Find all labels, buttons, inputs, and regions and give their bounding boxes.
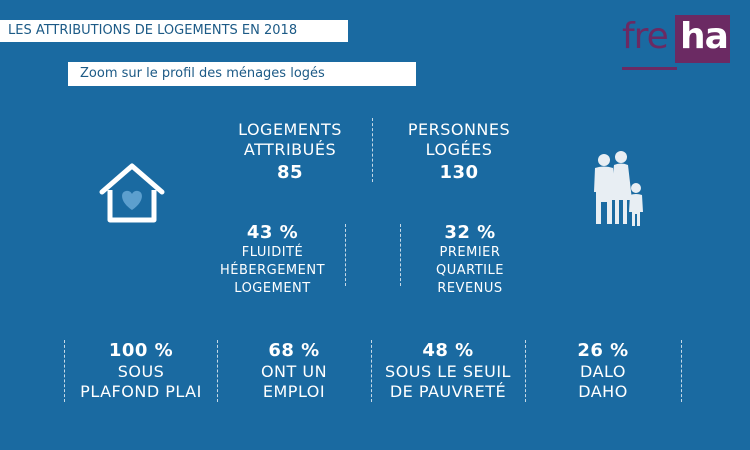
house-heart-icon [99, 163, 165, 223]
stat-label-line: HÉBERGEMENT [219, 263, 326, 278]
divider [371, 340, 372, 402]
stat-label-line: QUARTILE [436, 263, 504, 278]
page-subtitle: Zoom sur le profil des ménages logés [68, 62, 416, 86]
stat-dalo-daho: 26 % DALO DAHO [527, 340, 679, 402]
stat-value: 43 % [246, 222, 299, 243]
stat-personnes-logees: PERSONNES LOGÉES 130 [389, 120, 529, 184]
divider [681, 340, 682, 402]
stat-label-line: ATTRIBUÉS [243, 140, 337, 159]
divider [217, 340, 218, 402]
stat-label-line: SOUS [117, 362, 165, 381]
page-title: LES ATTRIBUTIONS DE LOGEMENTS EN 2018 [0, 20, 348, 42]
stat-label-line: SOUS LE SEUIL [385, 362, 511, 381]
stat-label-line: DAHO [578, 382, 628, 401]
stat-label-line: REVENUS [437, 281, 503, 296]
heart-icon [122, 190, 142, 210]
stat-premier-quartile: 32 % PREMIER QUARTILE REVENUS [400, 222, 540, 298]
stat-label-line: PERSONNES [407, 120, 511, 139]
stat-label-line: FLUIDITÉ [241, 245, 304, 260]
logo-box [675, 15, 730, 63]
stat-value: 32 % [444, 222, 496, 243]
divider [525, 340, 526, 402]
stat-value: 130 [439, 162, 479, 183]
family-icon [594, 151, 643, 226]
divider [64, 340, 65, 402]
stat-label-line: PLAFOND PLAI [80, 382, 202, 401]
logo-text-fre: fre [622, 16, 669, 57]
stat-plafond-plai: 100 % SOUS PLAFOND PLAI [66, 340, 216, 402]
stat-logements-attribues: LOGEMENTS ATTRIBUÉS 85 [220, 120, 360, 184]
stat-label-line: ONT UN [260, 362, 328, 381]
logo-text-ha: ha [680, 16, 729, 57]
divider [400, 224, 401, 286]
divider [372, 118, 373, 182]
freha-logo: fre ha [622, 15, 730, 70]
stat-label-line: LOGEMENTS [238, 120, 342, 139]
stat-value: 48 % [422, 340, 474, 361]
stat-label-line: DALO [580, 362, 626, 381]
stat-value: 85 [276, 162, 304, 183]
stat-label-line: LOGÉES [425, 140, 493, 159]
logo-tagline-bar [622, 67, 677, 70]
divider [345, 224, 346, 286]
stat-label-line: PREMIER [439, 245, 501, 260]
stat-value: 100 % [108, 340, 174, 361]
stat-value: 26 % [577, 340, 629, 361]
stat-label-line: DE PAUVRETÉ [389, 382, 507, 401]
stat-seuil-pauvrete: 48 % SOUS LE SEUIL DE PAUVRETÉ [373, 340, 523, 402]
stat-fluidite: 43 % FLUIDITÉ HÉBERGEMENT LOGEMENT [200, 222, 345, 298]
stat-value: 68 % [268, 340, 320, 361]
stat-label-line: EMPLOI [262, 382, 326, 401]
stat-label-line: LOGEMENT [234, 281, 311, 296]
stat-emploi: 68 % ONT UN EMPLOI [219, 340, 369, 402]
